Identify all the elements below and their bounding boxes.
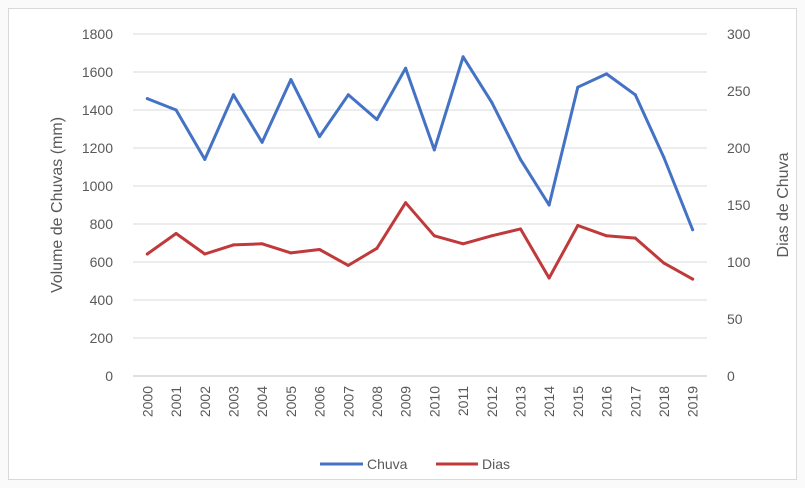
data-point-dias (346, 263, 350, 267)
data-point-chuva (547, 203, 551, 207)
data-point-dias (662, 261, 666, 265)
legend-label-chuva: Chuva (367, 456, 408, 472)
x-tick-label: 2019 (685, 386, 701, 417)
x-tick-label: 2000 (139, 386, 155, 417)
data-point-chuva (691, 228, 695, 232)
legend-label-dias: Dias (482, 456, 510, 472)
x-tick-label: 2010 (426, 386, 442, 417)
x-tick-label: 2015 (570, 386, 586, 417)
data-point-chuva (605, 72, 609, 76)
x-tick-label: 2003 (225, 386, 241, 417)
data-point-dias (203, 252, 207, 256)
right-tick-label: 200 (727, 140, 751, 156)
data-point-dias (576, 224, 580, 228)
left-tick-label: 800 (90, 216, 114, 232)
data-point-dias (432, 234, 436, 238)
x-tick-label: 2011 (455, 386, 471, 416)
series-line-dias (145, 201, 695, 281)
data-point-chuva (518, 157, 522, 161)
data-point-chuva (260, 140, 264, 144)
x-tick-label: 2002 (197, 386, 213, 417)
data-point-dias (318, 247, 322, 251)
data-point-chuva (346, 93, 350, 97)
left-tick-label: 400 (90, 292, 114, 308)
left-tick-label: 200 (90, 330, 114, 346)
x-axis-ticks: 2000 2001 2002 2003 2004 2005 2006 2007 2008 2009… (139, 386, 700, 417)
gridlines (133, 33, 707, 377)
left-axis-ticks: 0 200 400 600 800 1000 1200 1400 1600 1800 (82, 26, 113, 384)
data-point-dias (461, 242, 465, 246)
x-tick-label: 2009 (398, 386, 414, 417)
right-tick-label: 250 (727, 83, 751, 99)
data-point-chuva (231, 93, 235, 97)
data-point-chuva (662, 156, 666, 159)
data-point-dias (404, 201, 408, 205)
series-lines (145, 55, 695, 281)
series-line-chuva (145, 55, 695, 232)
x-tick-label: 2006 (312, 386, 328, 417)
x-tick-label: 2004 (254, 386, 270, 417)
data-point-dias (174, 232, 178, 235)
data-point-chuva (490, 100, 494, 104)
right-tick-label: 150 (727, 197, 751, 213)
x-tick-label: 2001 (168, 386, 184, 417)
data-point-dias (375, 246, 379, 250)
right-tick-label: 0 (727, 368, 735, 384)
right-tick-label: 50 (727, 311, 743, 327)
data-point-chuva (375, 118, 379, 121)
x-tick-label: 2013 (512, 386, 528, 417)
left-tick-label: 1600 (82, 64, 113, 80)
left-tick-label: 1000 (82, 178, 113, 194)
left-axis-title: Volume de Chuvas (mm) (49, 117, 66, 293)
right-axis-ticks: 0 50 100 150 200 250 300 (727, 26, 751, 384)
data-point-dias (547, 276, 551, 280)
x-tick-label: 2017 (627, 386, 643, 417)
x-tick-label: 2007 (340, 386, 356, 417)
chart-frame (8, 8, 797, 480)
data-point-dias (260, 242, 264, 246)
data-point-chuva (576, 85, 580, 89)
right-axis-title: Dias de Chuva (775, 152, 792, 257)
data-point-chuva (174, 108, 178, 112)
x-tick-label: 2008 (369, 386, 385, 417)
left-tick-label: 1800 (82, 26, 113, 42)
left-tick-label: 0 (105, 368, 113, 384)
data-point-chuva (289, 78, 293, 82)
data-point-chuva (145, 97, 149, 101)
data-point-dias (691, 277, 695, 281)
data-point-chuva (432, 148, 436, 152)
left-tick-label: 1200 (82, 140, 113, 156)
data-point-dias (231, 243, 235, 247)
right-tick-label: 100 (727, 254, 751, 270)
data-point-chuva (203, 157, 207, 161)
legend: Chuva Dias (320, 456, 510, 472)
right-tick-label: 300 (727, 26, 751, 42)
x-tick-label: 2014 (541, 386, 557, 417)
x-tick-label: 2016 (599, 386, 615, 417)
data-point-dias (633, 236, 637, 240)
data-point-dias (490, 234, 494, 238)
x-tick-label: 2012 (484, 386, 500, 417)
data-point-chuva (461, 55, 465, 59)
left-tick-label: 1400 (82, 102, 113, 118)
left-tick-label: 600 (90, 254, 114, 270)
data-point-dias (289, 251, 293, 255)
data-point-chuva (633, 93, 637, 97)
x-tick-label: 2005 (283, 386, 299, 417)
data-point-dias (145, 252, 149, 256)
data-point-chuva (318, 135, 322, 139)
data-point-dias (605, 234, 609, 238)
data-point-dias (518, 227, 522, 231)
data-point-chuva (404, 66, 408, 70)
x-tick-label: 2018 (656, 386, 672, 417)
